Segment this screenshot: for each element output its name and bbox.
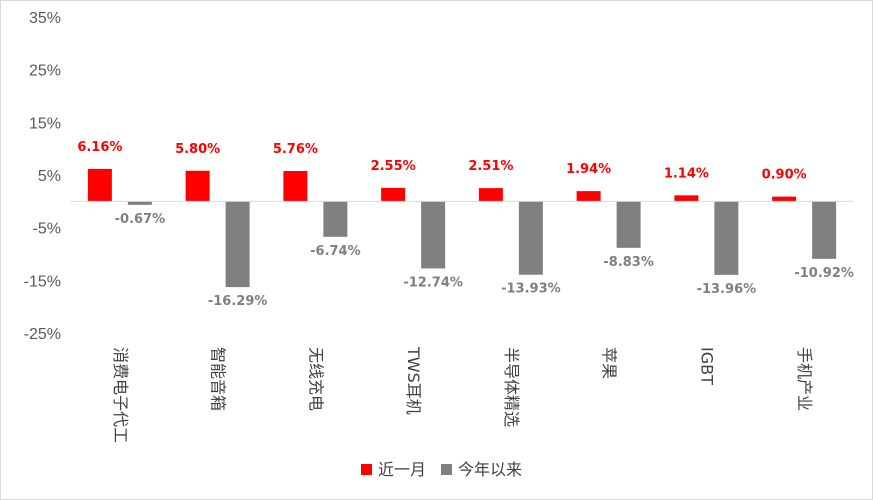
data-label-month-5: 1.94% (566, 162, 611, 177)
data-label-ytd-1: -16.29% (208, 294, 268, 309)
bar-ytd-1 (225, 201, 250, 288)
data-label-month-4: 2.51% (468, 159, 513, 174)
bar-month-5 (576, 191, 601, 202)
y-tick-label: 35% (29, 10, 61, 27)
data-label-month-6: 1.14% (664, 166, 709, 181)
data-label-month-1: 5.80% (175, 142, 220, 157)
bar-month-6 (674, 195, 699, 202)
category-label: 无线充电 (306, 347, 325, 411)
data-label-ytd-7: -10.92% (794, 266, 854, 281)
category-label: 苹果 (600, 347, 619, 379)
bar-ytd-6 (714, 201, 739, 275)
bar-ytd-3 (421, 201, 446, 269)
legend-swatch-month (361, 464, 372, 475)
legend-label-month: 近一月 (378, 460, 426, 479)
bar-month-7 (772, 196, 797, 202)
category-label: 手机产业 (795, 347, 814, 411)
data-label-ytd-6: -13.96% (697, 282, 757, 297)
data-label-ytd-3: -12.74% (403, 275, 463, 290)
y-tick-label: 5% (38, 168, 61, 185)
bars (87, 168, 837, 288)
y-tick-label: 25% (29, 63, 61, 80)
data-label-ytd-4: -13.93% (501, 282, 561, 297)
data-label-ytd-0: -0.67% (115, 212, 166, 227)
category-label: 智能音箱 (209, 347, 228, 411)
y-tick-label: -25% (24, 326, 61, 343)
legend: 近一月 今年以来 (361, 460, 522, 479)
bar-ytd-7 (812, 201, 837, 259)
category-label: TWS耳机 (404, 346, 423, 415)
bar-month-1 (185, 170, 210, 202)
bar-ytd-4 (518, 201, 543, 275)
bar-month-4 (478, 188, 503, 202)
data-label-month-2: 5.76% (273, 142, 318, 157)
data-label-month-7: 0.90% (762, 168, 807, 183)
bar-month-0 (87, 168, 112, 202)
y-tick-label: -15% (24, 273, 61, 290)
y-axis: 35% 25% 15% 5% -5% -15% -25% (24, 10, 61, 343)
category-label: IGBT (697, 347, 716, 385)
bar-ytd-2 (323, 201, 348, 237)
category-labels: 消费电子代工 智能音箱 无线充电 TWS耳机 半导体精选 苹果 IGBT 手机产业 (111, 346, 814, 443)
bar-ytd-5 (616, 201, 641, 248)
y-tick-label: -5% (33, 221, 61, 238)
category-label: 半导体精选 (502, 347, 521, 427)
data-label-month-3: 2.55% (371, 159, 416, 174)
data-labels: 6.16% 5.80% 5.76% 2.55% 2.51% 1.94% 1.14% 0.90%… (77, 140, 854, 309)
bar-month-3 (381, 187, 406, 202)
category-label: 消费电子代工 (111, 347, 130, 443)
data-label-ytd-2: -6.74% (310, 244, 361, 259)
bar-ytd-0 (127, 201, 152, 205)
legend-swatch-ytd (441, 464, 452, 475)
data-label-ytd-5: -8.83% (603, 255, 654, 270)
bar-month-2 (283, 170, 308, 202)
y-tick-label: 15% (29, 115, 61, 132)
legend-label-ytd: 今年以来 (458, 460, 522, 479)
data-label-month-0: 6.16% (77, 140, 122, 155)
